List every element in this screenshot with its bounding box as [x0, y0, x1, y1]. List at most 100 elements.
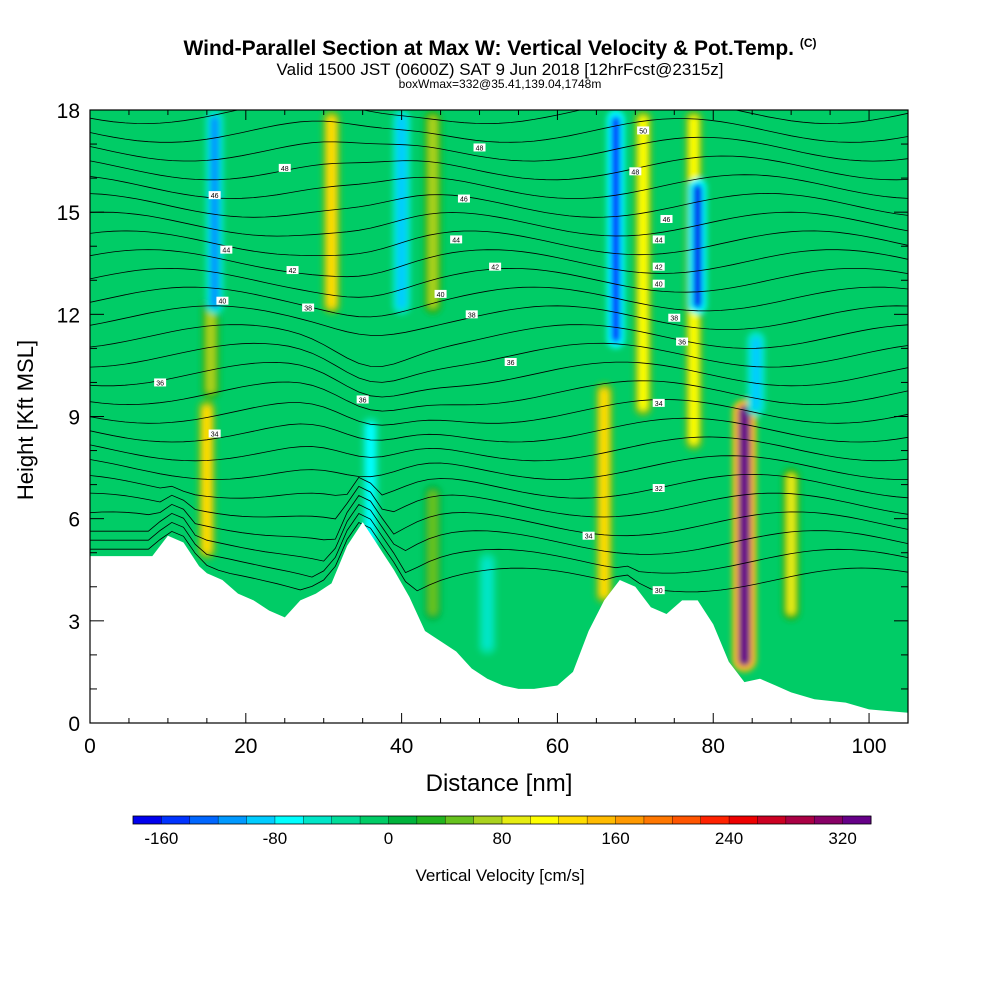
contour-label: 38: [670, 316, 678, 323]
plot-area: 36 34 40 44 46 48 42 38 36 40 44 46 48 38 42 36 34 50 48 46…: [90, 44, 908, 723]
colorbar-tick-label: -160: [144, 829, 178, 848]
contour-label: 42: [491, 265, 499, 272]
theta-contour: [90, 81, 908, 105]
y-tick-label: 3: [68, 611, 80, 634]
contour-label: 34: [655, 401, 663, 408]
theta-contour: [90, 455, 908, 480]
theta-contour: [90, 211, 908, 237]
theta-contour: [90, 62, 908, 87]
x-tick-label: 40: [390, 735, 413, 758]
velocity-core: [786, 473, 796, 615]
x-tick-label: 20: [234, 735, 257, 758]
contour-label-box: [220, 245, 233, 254]
contour-label: 42: [655, 265, 663, 272]
contour-label: 40: [655, 282, 663, 289]
velocity-core: [428, 490, 438, 615]
velocity-core: [482, 558, 492, 649]
colorbar-swatch: [615, 816, 645, 824]
colorbar-swatch: [672, 816, 702, 824]
colorbar-tick-label: 160: [601, 829, 629, 848]
contour-label-box: [652, 235, 665, 244]
terrain: [90, 522, 908, 723]
contour-label: 36: [359, 397, 367, 404]
theta-contour: [90, 503, 908, 562]
theta-contour: [90, 136, 908, 162]
contour-label-box: [434, 289, 447, 298]
colorbar: -160 -80 0 80 160 240 320: [132, 815, 872, 848]
contour-label-box: [286, 266, 299, 275]
theta-contour: [90, 305, 908, 336]
contour-label-box: [465, 310, 478, 319]
contour-label: 48: [631, 169, 639, 176]
contour-label: 36: [507, 360, 515, 367]
velocity-core: [599, 388, 609, 598]
contour-label: 34: [585, 534, 593, 541]
contour-label-box: [216, 296, 229, 305]
valid-time-line: Valid 1500 JST (0600Z) SAT 9 Jun 2018 [1…: [276, 60, 724, 79]
theta-contour: [90, 521, 908, 593]
contour-label-box: [582, 531, 595, 540]
copyright-mark: (C): [799, 36, 817, 50]
theta-contour: [90, 118, 908, 143]
contour-label-box: [652, 398, 665, 407]
contour-label: 42: [289, 268, 297, 275]
contour-label: 44: [222, 248, 230, 255]
colorbar-swatch: [360, 816, 389, 824]
theta-contour: [90, 44, 908, 71]
colorbar-tick-label: 240: [715, 829, 743, 848]
contour-label-box: [302, 303, 315, 312]
colorbar-swatch: [814, 816, 844, 824]
velocity-core: [693, 184, 703, 309]
velocity-core: [751, 337, 761, 411]
contour-label: 50: [639, 128, 647, 135]
box-wmax-line: boxWmax=332@35.41,139.04,1748m: [398, 77, 602, 91]
x-tick-label: 0: [84, 735, 96, 758]
contour-label: 30: [655, 588, 663, 595]
velocity-field: [197, 110, 801, 672]
contour-label-box: [676, 337, 689, 346]
contour-label-box: [278, 163, 291, 172]
y-tick-label: 9: [68, 407, 80, 430]
velocity-core: [611, 116, 621, 343]
contour-label-box: [652, 484, 665, 493]
colorbar-swatch: [842, 816, 872, 824]
theta-contour: [90, 110, 908, 125]
contour-label: 38: [468, 312, 476, 319]
contour-label-box: [489, 262, 502, 271]
theta-contour: [90, 399, 908, 426]
contour-label-box: [652, 262, 665, 271]
colorbar-tick-label: -80: [263, 829, 288, 848]
velocity-core: [738, 405, 751, 666]
colorbar-tick-label: 320: [828, 829, 856, 848]
x-axis-label: Distance [nm]: [426, 770, 573, 797]
theta-contour: [90, 361, 908, 398]
colorbar-swatch: [530, 816, 560, 824]
contour-label-box: [154, 378, 167, 387]
contour-label: 48: [281, 166, 289, 173]
colorbar-label: Vertical Velocity [cm/s]: [415, 866, 584, 885]
theta-contour: [90, 494, 908, 541]
colorbar-swatch: [189, 816, 219, 824]
velocity-core: [638, 116, 648, 411]
colorbar-swatch: [133, 816, 162, 824]
contour-label: 36: [678, 340, 686, 347]
colorbar-swatch: [246, 816, 276, 824]
contour-label-box: [637, 126, 650, 135]
contour-label-box: [668, 313, 681, 322]
theta-contour: [90, 192, 908, 218]
contour-label-box: [652, 279, 665, 288]
colorbar-swatch: [331, 816, 361, 824]
colorbar-swatch: [729, 816, 758, 824]
velocity-core: [206, 303, 216, 394]
theta-contour: [90, 155, 908, 181]
colorbar-swatch: [416, 816, 446, 824]
contour-label-box: [208, 429, 221, 438]
contour-labels: 36 34 40 44 46 48 42 38 36 40 44 46 48 38 42 36 34 50 48 46…: [154, 126, 689, 595]
colorbar-tick-label: 0: [384, 829, 393, 848]
colorbar-swatch: [445, 816, 475, 824]
x-tick-label: 60: [546, 735, 569, 758]
contour-label-box: [660, 214, 673, 223]
theta-contour: [90, 174, 908, 199]
theta-contour: [90, 436, 908, 462]
